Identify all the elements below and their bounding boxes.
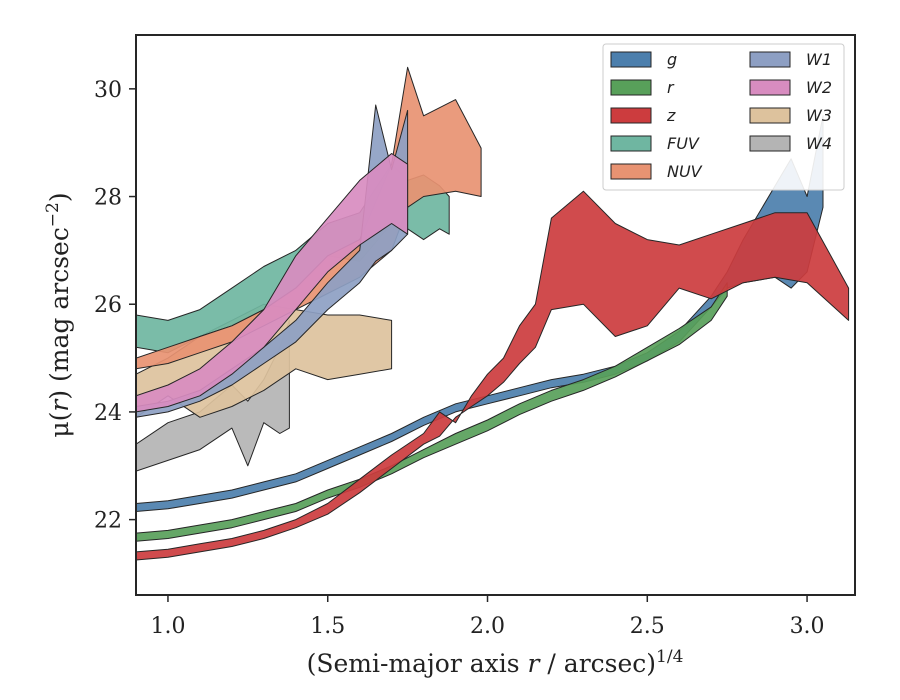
legend-swatch-w2 xyxy=(749,79,791,96)
y-tick-label: 24 xyxy=(94,401,122,426)
legend-label-w1: W1 xyxy=(806,50,832,69)
band-z xyxy=(136,190,850,561)
legend-label-w4: W4 xyxy=(806,134,832,153)
legend-swatch-nuv xyxy=(610,163,652,180)
legend-swatch-w3 xyxy=(749,107,791,124)
legend-label-w3: W3 xyxy=(806,106,832,125)
legend-label-w2: W2 xyxy=(806,78,832,97)
legend-label-r: r xyxy=(667,78,675,97)
y-axis-ticks: 22 24 26 28 30 xyxy=(94,78,136,534)
y-tick-label: 28 xyxy=(94,186,122,211)
x-axis-title: (Semi-major axis r / arcsec)1/4 xyxy=(307,647,684,678)
x-tick-label: 2.5 xyxy=(630,614,665,639)
legend-label-g: g xyxy=(667,50,677,69)
x-tick-label: 1.0 xyxy=(150,614,185,639)
series-bands xyxy=(136,66,850,561)
x-axis-ticks: 1.0 1.5 2.0 2.5 3.0 xyxy=(150,595,825,639)
y-tick-label: 22 xyxy=(94,509,122,534)
x-tick-label: 2.0 xyxy=(470,614,505,639)
band-w2 xyxy=(136,153,409,413)
legend: grz FUV NUV W1 W2 W3 W4 xyxy=(602,43,845,191)
legend-swatch-r xyxy=(610,79,652,96)
y-axis-title: μ(r) (mag arcsec−2) xyxy=(43,192,74,437)
legend-swatch-w1 xyxy=(749,51,791,68)
y-tick-label: 26 xyxy=(94,293,122,318)
legend-swatch-g xyxy=(610,51,652,68)
x-tick-label: 3.0 xyxy=(790,614,825,639)
y-tick-label: 30 xyxy=(94,78,122,103)
plot-frame xyxy=(135,34,856,596)
legend-label-z: z xyxy=(666,106,676,125)
legend-swatch-z xyxy=(610,107,652,124)
x-tick-label: 1.5 xyxy=(310,614,345,639)
legend-swatch-w4 xyxy=(749,135,791,152)
legend-swatch-fuv xyxy=(610,135,652,152)
legend-label-fuv: FUV xyxy=(667,134,700,153)
legend-label-nuv: NUV xyxy=(667,162,703,181)
